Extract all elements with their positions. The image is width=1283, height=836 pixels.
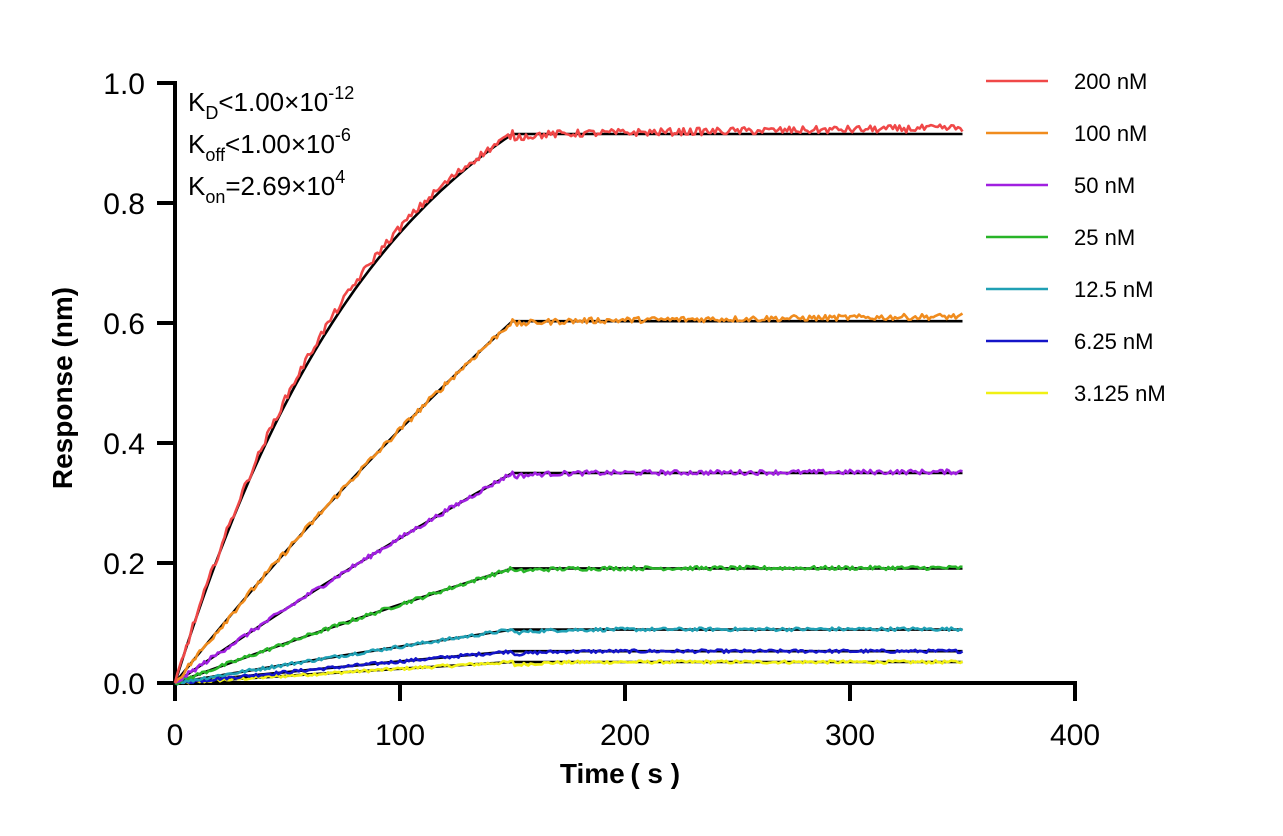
x-tick-label: 0 bbox=[167, 719, 184, 752]
fit-curve bbox=[174, 567, 963, 685]
x-tick-label: 400 bbox=[1050, 719, 1100, 752]
x-tick-label: 200 bbox=[600, 719, 650, 752]
legend-label: 12.5 nM bbox=[1074, 277, 1154, 302]
koff-annotation: Koff<1.00×10-6 bbox=[188, 125, 351, 165]
y-tick-label: 0.8 bbox=[103, 188, 145, 221]
series-line bbox=[173, 123, 964, 684]
series-line bbox=[173, 312, 964, 684]
legend-label: 200 nM bbox=[1074, 69, 1147, 94]
fit-curves bbox=[173, 132, 963, 685]
fit-curve bbox=[174, 649, 963, 685]
legend-label: 100 nM bbox=[1074, 121, 1147, 146]
legend-label: 3.125 nM bbox=[1074, 381, 1166, 406]
legend-label: 6.25 nM bbox=[1074, 329, 1154, 354]
x-tick-label: 300 bbox=[825, 719, 875, 752]
series-line bbox=[174, 564, 963, 686]
axes: 0 100 200 300 400 0.0 0.2 0.4 0.6 0.8 1.0 bbox=[103, 68, 1100, 752]
series-line bbox=[174, 468, 963, 685]
legend-label: 50 nM bbox=[1074, 173, 1135, 198]
y-tick-label: 0.0 bbox=[103, 668, 145, 701]
y-tick-label: 0.2 bbox=[103, 548, 145, 581]
series-line bbox=[174, 626, 964, 686]
kon-annotation: Kon=2.69×104 bbox=[188, 167, 345, 207]
series-line bbox=[174, 659, 964, 685]
y-tick-label: 0.4 bbox=[103, 428, 145, 461]
data-series bbox=[173, 123, 964, 686]
series-line bbox=[174, 648, 964, 686]
y-tick-label: 1.0 bbox=[103, 68, 145, 101]
y-axis-title: Response (nm) bbox=[47, 287, 78, 489]
legend-label: 25 nM bbox=[1074, 225, 1135, 250]
y-tick-label: 0.6 bbox=[103, 308, 145, 341]
x-tick-label: 100 bbox=[375, 719, 425, 752]
legend: 200 nM 100 nM 50 nM 25 nM 12.5 nM 6.25 nM 3.12… bbox=[986, 69, 1166, 406]
x-axis-title: Time ( s ) bbox=[560, 758, 680, 789]
kd-annotation: KD<1.00×10-12 bbox=[188, 83, 354, 123]
kinetic-constants: KD<1.00×10-12 Koff<1.00×10-6 Kon=2.69×10… bbox=[188, 83, 354, 207]
fit-curve bbox=[173, 132, 963, 684]
